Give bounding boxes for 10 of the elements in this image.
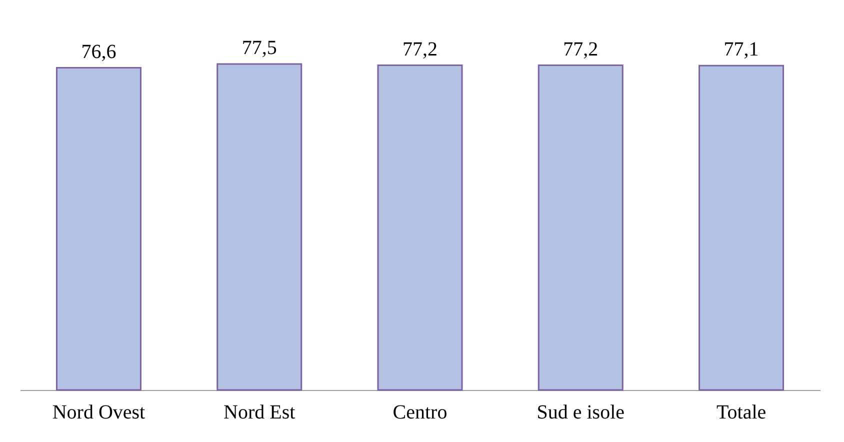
- data-label: 76,6: [81, 40, 116, 63]
- data-label: 77,5: [242, 37, 277, 59]
- x-tick-label: Nord Est: [224, 402, 296, 424]
- data-label: 77,1: [724, 38, 759, 61]
- x-tick-label: Nord Ovest: [52, 402, 146, 424]
- x-tick-label: Totale: [716, 402, 766, 424]
- data-label: 77,2: [563, 38, 598, 60]
- x-tick-label: Centro: [392, 402, 448, 424]
- data-label: 77,2: [402, 38, 438, 60]
- x-tick-label: Sud e isole: [536, 402, 625, 424]
